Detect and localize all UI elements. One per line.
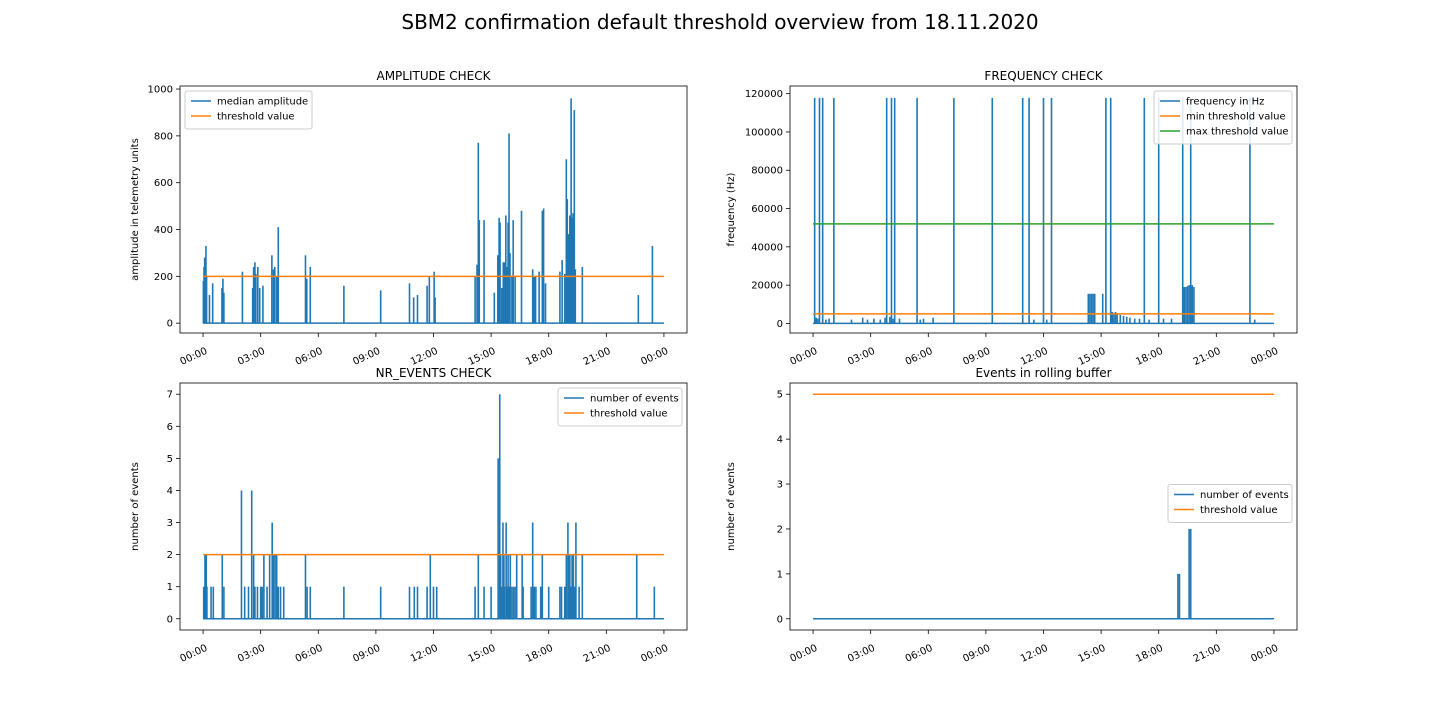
chart-0-xtick-label-0: 00:00 xyxy=(179,346,210,368)
chart-3-legend-box xyxy=(1167,484,1293,523)
chart-0-xtick-label-2: 06:00 xyxy=(294,346,325,368)
chart-0-legend: median amplitude threshold value xyxy=(184,90,313,130)
chart-0-xtick-label-3: 09:00 xyxy=(351,346,382,368)
chart-0-xtick-label-8: 00:00 xyxy=(639,346,670,368)
chart-1-xtick-label-2: 06:00 xyxy=(904,346,935,368)
chart-3-xtick-label-7: 21:00 xyxy=(1192,643,1223,665)
chart-1-xtick-label-6: 18:00 xyxy=(1134,346,1165,368)
chart-3-ytick-label-2: 2 xyxy=(777,524,783,535)
chart-3-legend-label-1: threshold value xyxy=(1200,505,1278,516)
chart-1-ytick-label-5: 100000 xyxy=(745,127,783,138)
chart-3-xtick-label-5: 15:00 xyxy=(1077,643,1108,665)
chart-1-ytick-label-0: 0 xyxy=(777,319,783,330)
chart-2-ytick-label-7: 7 xyxy=(167,390,173,401)
chart-2-xtick-label-5: 15:00 xyxy=(467,643,498,665)
chart-0-legend-label-1: threshold value xyxy=(217,112,295,123)
chart-3-ytick-label-0: 0 xyxy=(777,614,783,625)
chart-2-xtick-label-7: 21:00 xyxy=(582,643,613,665)
chart-0-title: AMPLITUDE CHECK xyxy=(376,69,491,83)
chart-0-xtick-label-7: 21:00 xyxy=(582,346,613,368)
chart-1-xtick-label-4: 12:00 xyxy=(1019,346,1050,368)
chart-0-ytick-label-0: 0 xyxy=(167,319,173,330)
chart-1-title: FREQUENCY CHECK xyxy=(984,69,1103,83)
chart-2-xtick-label-8: 00:00 xyxy=(639,643,670,665)
chart-0-ytick-label-3: 600 xyxy=(154,178,173,189)
chart-3-title: Events in rolling buffer xyxy=(975,366,1111,380)
chart-3-ytick-label-3: 3 xyxy=(777,480,783,491)
chart-0-xtick-label-4: 12:00 xyxy=(409,346,440,368)
chart-3-xtick-label-8: 00:00 xyxy=(1249,643,1280,665)
chart-2-ylabel: number of events xyxy=(130,462,141,551)
chart-2-ytick-label-3: 3 xyxy=(167,518,173,529)
chart-1-legend: frequency in Hz min threshold value max th… xyxy=(1153,90,1293,145)
chart-1: FREQUENCY CHECK frequency (Hz) 0 20000 40000… xyxy=(726,69,1298,368)
chart-0-legend-box xyxy=(184,90,313,130)
chart-3-xtick-label-1: 03:00 xyxy=(846,643,877,665)
chart-0-ytick-label-1: 200 xyxy=(154,272,173,283)
chart-1-ytick-label-1: 20000 xyxy=(751,281,783,292)
chart-1-legend-label-1: min threshold value xyxy=(1186,112,1286,123)
chart-0-xtick-label-1: 03:00 xyxy=(236,346,267,368)
chart-2-ytick-label-6: 6 xyxy=(167,422,173,433)
chart-3: Events in rolling buffer number of events… xyxy=(726,366,1298,665)
chart-1-ytick-label-4: 80000 xyxy=(751,166,783,177)
chart-3-xtick-label-2: 06:00 xyxy=(904,643,935,665)
chart-2-xtick-label-1: 03:00 xyxy=(236,643,267,665)
chart-2-ytick-label-2: 2 xyxy=(167,550,173,561)
chart-1-xtick-label-1: 03:00 xyxy=(846,346,877,368)
chart-2-ytick-label-4: 4 xyxy=(167,486,173,497)
chart-3-ytick-label-5: 5 xyxy=(777,390,783,401)
chart-3-xtick-label-6: 18:00 xyxy=(1134,643,1165,665)
chart-0-legend-label-0: median amplitude xyxy=(217,97,308,108)
chart-2-legend: number of events threshold value xyxy=(557,387,683,427)
chart-0-xtick-label-5: 15:00 xyxy=(467,346,498,368)
chart-2-xtick-label-4: 12:00 xyxy=(409,643,440,665)
chart-1-xtick-label-7: 21:00 xyxy=(1192,346,1223,368)
chart-2-ytick-label-0: 0 xyxy=(167,614,173,625)
chart-1-ytick-label-6: 120000 xyxy=(745,89,783,100)
chart-2-xtick-label-3: 09:00 xyxy=(351,643,382,665)
chart-1-ytick-label-3: 60000 xyxy=(751,204,783,215)
chart-1-legend-label-0: frequency in Hz xyxy=(1186,97,1264,108)
chart-1-ytick-label-2: 40000 xyxy=(751,242,783,253)
chart-1-legend-label-2: max threshold value xyxy=(1186,127,1289,138)
chart-2: NR_EVENTS CHECK number of events 0 1 2 3 4 5 6 7 0… xyxy=(130,366,688,665)
chart-3-xtick-label-4: 12:00 xyxy=(1019,643,1050,665)
chart-1-ylabel: frequency (Hz) xyxy=(726,172,737,246)
chart-0-ytick-label-2: 400 xyxy=(154,225,173,236)
chart-2-legend-label-0: number of events xyxy=(590,394,679,405)
chart-0-ytick-label-5: 1000 xyxy=(148,85,173,96)
chart-0-xtick-label-6: 18:00 xyxy=(524,346,555,368)
chart-2-ytick-label-1: 1 xyxy=(167,582,173,593)
chart-1-xtick-label-3: 09:00 xyxy=(961,346,992,368)
chart-3-ytick-label-1: 1 xyxy=(777,569,783,580)
chart-2-xtick-label-6: 18:00 xyxy=(524,643,555,665)
chart-2-legend-box xyxy=(557,387,683,427)
chart-0-ytick-label-4: 800 xyxy=(154,131,173,142)
chart-2-ytick-label-5: 5 xyxy=(167,454,173,465)
chart-0: AMPLITUDE CHECK amplitude in telemetry un… xyxy=(130,69,688,368)
chart-0-ylabel: amplitude in telemetry units xyxy=(130,138,141,281)
chart-3-xtick-label-0: 00:00 xyxy=(789,643,820,665)
chart-2-legend-label-1: threshold value xyxy=(590,409,668,420)
chart-1-legend-box xyxy=(1153,90,1293,145)
chart-1-xtick-label-0: 00:00 xyxy=(789,346,820,368)
chart-3-ylabel: number of events xyxy=(726,462,737,551)
chart-3-legend-label-0: number of events xyxy=(1200,490,1289,501)
chart-1-xtick-label-5: 15:00 xyxy=(1077,346,1108,368)
chart-1-xtick-label-8: 00:00 xyxy=(1249,346,1280,368)
chart-2-title: NR_EVENTS CHECK xyxy=(376,366,493,380)
chart-2-xtick-label-0: 00:00 xyxy=(179,643,210,665)
chart-3-ytick-label-4: 4 xyxy=(777,435,783,446)
figure-suptitle: SBM2 confirmation default threshold over… xyxy=(401,10,1038,34)
chart-2-xtick-label-2: 06:00 xyxy=(294,643,325,665)
chart-3-xtick-label-3: 09:00 xyxy=(961,643,992,665)
chart-3-legend: number of events threshold value xyxy=(1167,484,1293,523)
